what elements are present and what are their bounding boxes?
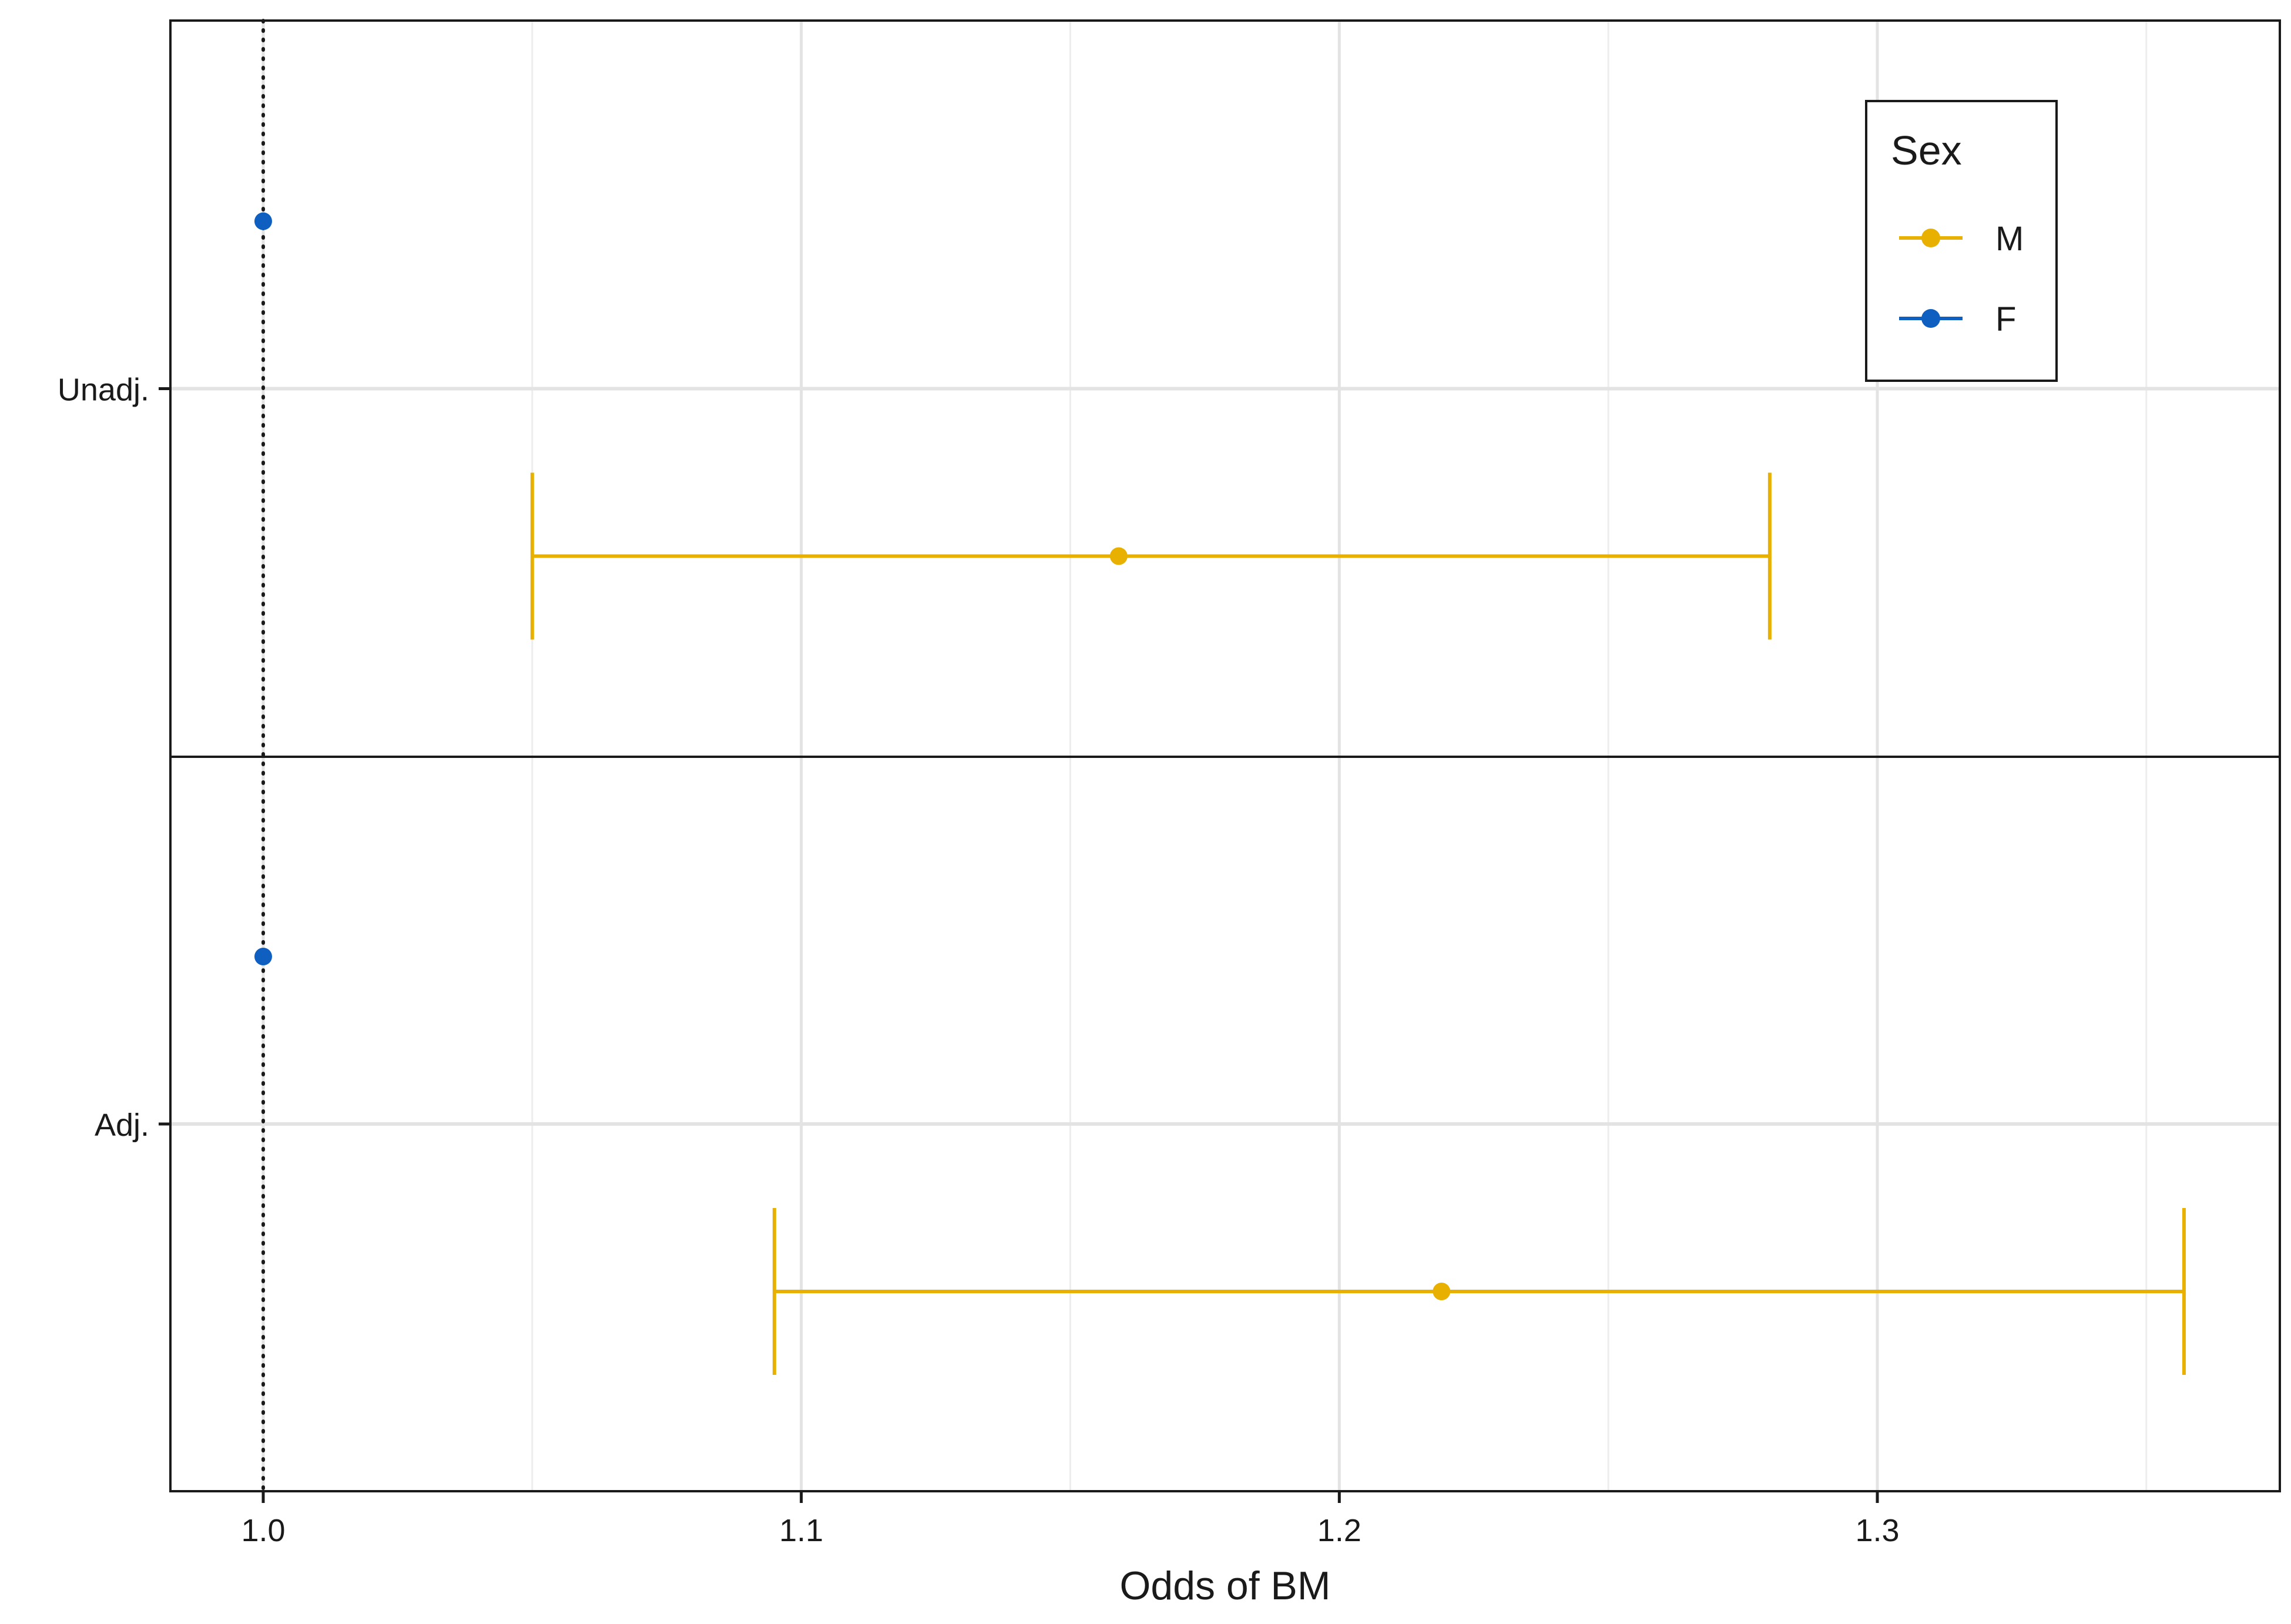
point-f: [254, 948, 272, 965]
grid-layer: [170, 21, 2280, 1491]
legend-key-point: [1921, 229, 1940, 247]
axis-layer: Odds of BM Unadj. Adj. 1.0 1.1 1.2 1.3: [58, 373, 1900, 1609]
y-tick-label: Unadj.: [58, 373, 149, 408]
x-tick-label: 1.0: [241, 1513, 285, 1548]
legend-title: Sex: [1891, 127, 1962, 173]
y-tick-label: Adj.: [95, 1108, 149, 1143]
point-m: [1433, 1283, 1451, 1300]
legend: Sex M F: [1865, 100, 2058, 382]
legend-label-f: F: [1995, 300, 2016, 338]
x-tick-label: 1.2: [1317, 1513, 1361, 1548]
x-axis-title: Odds of BM: [1119, 1563, 1330, 1608]
marks-layer: [254, 212, 2186, 1375]
point-f: [254, 212, 272, 230]
legend-key-point: [1921, 309, 1940, 328]
x-tick-label: 1.1: [779, 1513, 823, 1548]
point-m: [1109, 547, 1128, 565]
legend-label-m: M: [1995, 220, 2024, 258]
x-tick-label: 1.3: [1855, 1513, 1899, 1548]
legend-box: [1865, 100, 2058, 382]
